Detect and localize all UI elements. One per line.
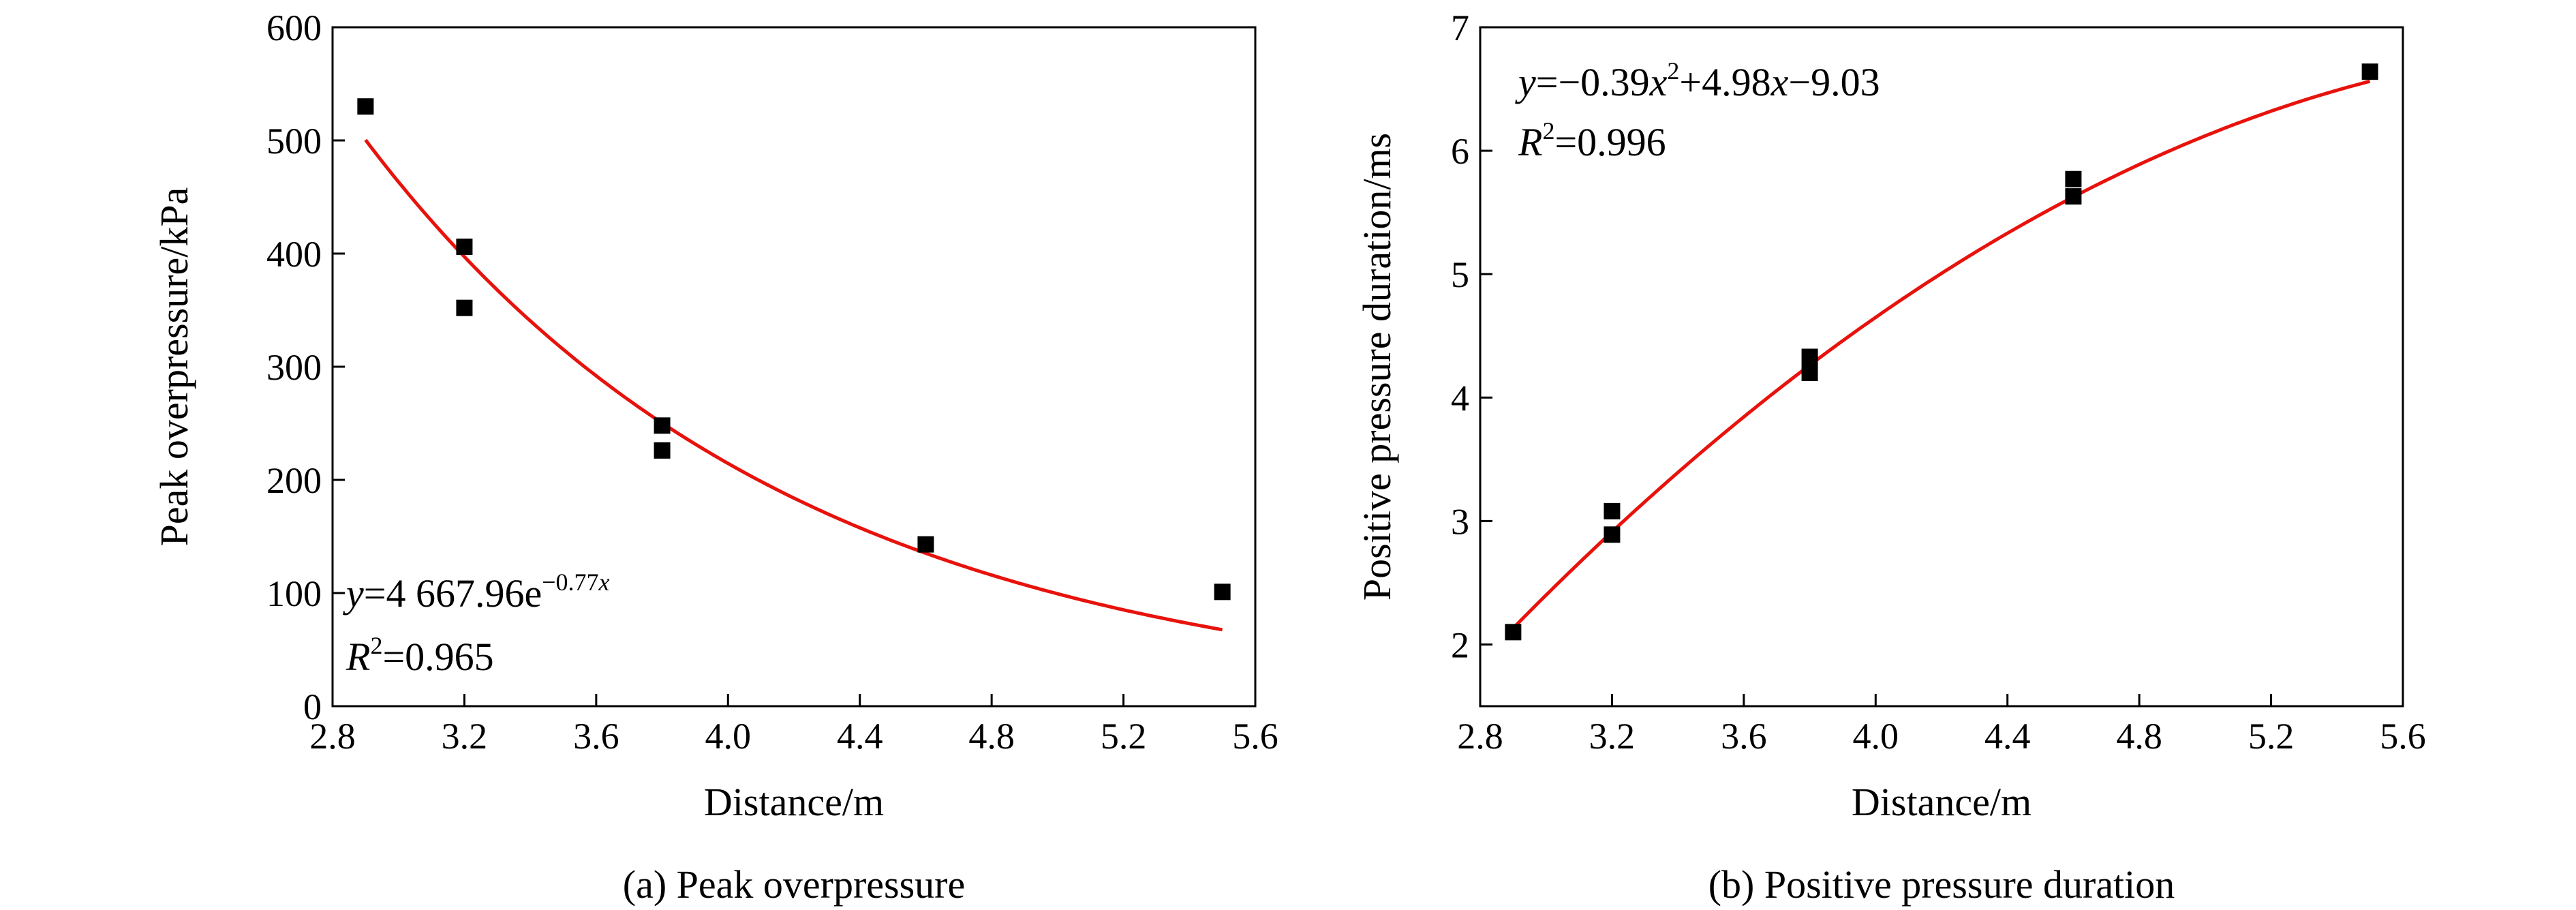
x-tick-label: 4.4 [1984,716,2031,757]
data-point [456,299,473,316]
data-point [917,536,934,553]
data-point [1604,502,1621,519]
x-tick-label: 4.8 [968,716,1015,757]
x-tick-label: 3.2 [442,716,488,757]
x-tick-label: 4.0 [1853,716,1899,757]
eq-b-r-val: =0.996 [1554,120,1666,164]
fit-equation-b: y=−0.39x2+4.98x−9.03 R2=0.996 [1515,57,1880,164]
x-axis-label-a: Distance/m [704,780,884,824]
caption-a: (a) Peak overpressure [623,862,965,907]
data-point [1801,365,1818,382]
x-tick-label: 2.8 [1457,716,1503,757]
y-tick-label: 400 [266,234,322,275]
eq-b-x1: x [1649,60,1668,104]
y-tick-label: 4 [1451,378,1469,419]
eq-b-r-sup: 2 [1542,117,1554,145]
y-tick-label: 2 [1451,624,1469,665]
eq-a-r-val: =0.965 [382,635,493,679]
y-tick-label: 100 [266,573,322,614]
x-tick-label: 5.6 [2380,716,2426,757]
eq-b-p3: −9.03 [1788,60,1880,104]
y-tick-label: 600 [266,7,322,48]
data-point [2361,63,2378,80]
fit-curve-line [1512,79,2371,630]
eq-a-r-sup: 2 [370,632,382,659]
data-points-b [1505,63,2378,641]
x-tick-label: 5.2 [2248,716,2295,757]
ticks-b: 2.8 3.2 3.6 4.0 4.4 4.8 5.2 5.6 2 3 4 5 6 7 [1451,7,2426,757]
fit-curve-line [364,138,1223,632]
data-point [456,239,473,256]
y-tick-label: 200 [266,460,322,501]
data-points-a [357,98,1231,601]
x-tick-label: 3.6 [573,716,619,757]
fit-curve-a [364,138,1223,632]
panel-a-peak-overpressure: 2.8 3.2 3.6 4.0 4.4 4.8 5.2 5.6 0 100 200 300 400 500… [152,7,1278,907]
y-tick-label: 300 [266,347,322,388]
svg-text:y=−0.39x2+4.98x−9.03: y=−0.39x2+4.98x−9.03 [1515,57,1880,104]
x-tick-label: 5.6 [1232,716,1278,757]
y-tick-label: 7 [1451,7,1469,48]
y-tick-label: 0 [303,686,322,727]
eq-a-r: R [346,635,370,679]
panel-b-positive-pressure-duration: 2.8 3.2 3.6 4.0 4.4 4.8 5.2 5.6 2 3 4 5 6 7 Positive … [1355,7,2426,907]
data-point [654,442,671,459]
ticks-a: 2.8 3.2 3.6 4.0 4.4 4.8 5.2 5.6 0 100 200 300 400 500… [266,7,1278,757]
eq-a-exp-sign: −0.77 [542,568,598,596]
eq-b-y: y [1515,60,1536,104]
eq-b-p2: +4.98 [1679,60,1770,104]
svg-text:R2=0.996: R2=0.996 [1518,117,1666,164]
data-point [1604,526,1621,543]
data-point [2065,188,2082,205]
x-tick-label: 4.0 [705,716,752,757]
fit-equation-a: y=4 667.96e−0.77x R2=0.965 [343,568,610,679]
fit-curve-b [1512,79,2371,630]
svg-text:y=4 667.96e−0.77x: y=4 667.96e−0.77x [343,568,610,616]
x-tick-label: 4.8 [2116,716,2162,757]
x-tick-label: 5.2 [1101,716,1147,757]
data-point [1801,348,1818,365]
data-point [1214,583,1231,601]
plot-frame-b [1479,26,2404,708]
y-tick-label: 500 [266,121,322,162]
data-point [2065,170,2082,187]
eq-b-sq: 2 [1667,57,1679,85]
x-tick-label: 3.6 [1721,716,1767,757]
y-tick-label: 3 [1451,501,1469,542]
eq-b-r: R [1518,120,1542,164]
x-tick-label: 4.4 [837,716,883,757]
y-axis-label-a: Peak overpressure/kPa [152,187,196,547]
eq-a-y: y [343,571,364,616]
caption-b: (b) Positive pressure duration [1708,862,2175,907]
data-point [1505,624,1522,641]
y-tick-label: 5 [1451,254,1469,295]
data-point [357,98,374,115]
x-tick-label: 2.8 [309,716,356,757]
x-tick-label: 3.2 [1589,716,1636,757]
svg-text:R2=0.965: R2=0.965 [346,632,494,679]
eq-a-body: =4 667.96e [364,571,542,616]
x-axis-label-b: Distance/m [1852,780,2031,824]
eq-b-p1: =−0.39 [1536,60,1650,104]
data-point [654,417,671,434]
y-tick-label: 6 [1451,131,1469,172]
eq-b-x2: x [1770,60,1789,104]
y-axis-label-b: Positive pressure duration/ms [1355,133,1399,601]
eq-a-exp-var: x [598,568,610,596]
